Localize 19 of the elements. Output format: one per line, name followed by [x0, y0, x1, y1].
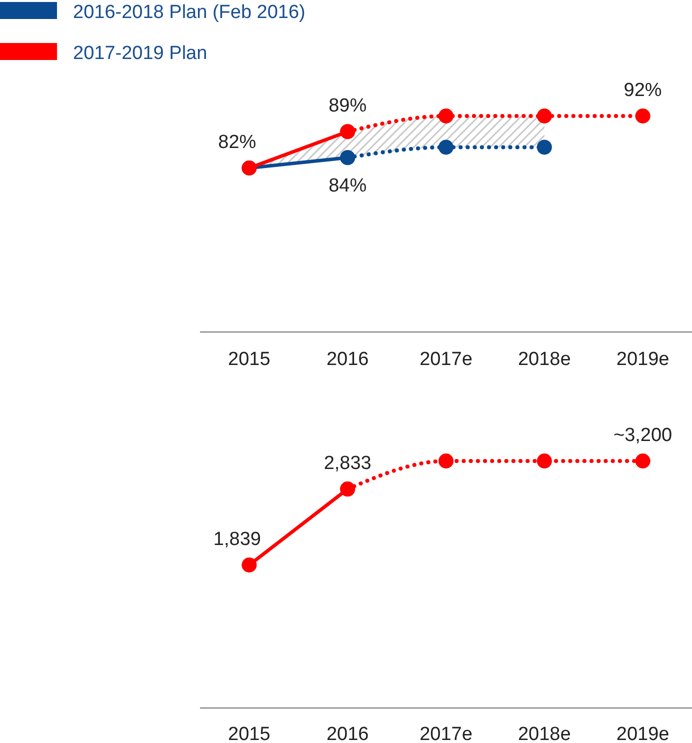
x-tick-label: 2019e	[616, 349, 670, 370]
x-tick-label: 2018e	[518, 724, 571, 743]
x-tick-label: 2016	[326, 724, 369, 743]
data-label: 84%	[328, 176, 367, 197]
data-label: 82%	[218, 132, 256, 153]
x-tick-label: 2017e	[420, 724, 472, 743]
x-tick-label: 2018e	[518, 349, 571, 370]
data-label: 92%	[624, 80, 662, 101]
legend-label: 2016-2018 Plan (Feb 2016)	[73, 2, 306, 23]
x-tick-label: 2015	[228, 349, 270, 370]
x-tick-label: 2016	[326, 349, 369, 370]
x-tick-label: 2015	[228, 724, 270, 743]
x-tick-label: 2019e	[616, 724, 670, 743]
data-label: ~3,200	[613, 425, 672, 446]
legend-label: 2017-2019 Plan	[73, 43, 208, 64]
data-label: 89%	[328, 96, 367, 117]
data-label: 1,839	[213, 529, 261, 550]
x-tick-label: 2017e	[420, 349, 472, 370]
data-label: 2,833	[324, 453, 372, 474]
